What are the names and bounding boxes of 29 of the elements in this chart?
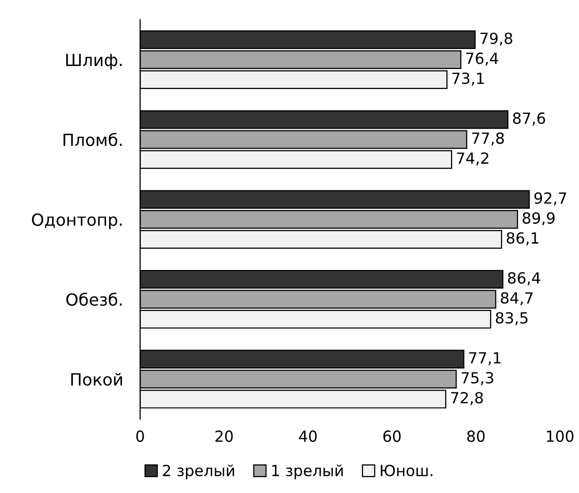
legend-label: 1 зрелый <box>272 464 343 480</box>
data-label: 74,2 <box>457 152 488 166</box>
y-tick-label: Пломб. <box>64 132 122 146</box>
data-label: 87,6 <box>513 112 546 126</box>
y-tick-label: Обезб. <box>66 292 122 306</box>
data-label: 77,8 <box>472 132 504 146</box>
legend-label: 2 зрелый <box>162 464 234 480</box>
data-label: 89,9 <box>522 212 555 226</box>
y-tick-label: Одонтопр. <box>32 213 122 230</box>
legend-label: Юнош. <box>380 464 432 476</box>
data-label: 79,8 <box>480 32 512 46</box>
x-tick-label: 60 <box>383 430 401 442</box>
data-label: 86,1 <box>506 232 538 246</box>
y-tick-label: Покой <box>71 372 122 386</box>
x-tick-label: 20 <box>215 430 233 442</box>
data-label: 76,4 <box>466 52 498 66</box>
x-tick-label: 80 <box>467 430 485 442</box>
data-label: 92,7 <box>534 192 566 206</box>
data-label: 86,4 <box>508 272 540 286</box>
x-tick-label: 100 <box>546 430 574 442</box>
data-label: 73,1 <box>452 72 484 86</box>
data-label: 72,8 <box>451 392 483 406</box>
data-label: 83,5 <box>496 312 528 326</box>
x-tick-label: 40 <box>299 430 317 442</box>
x-tick-label: 0 <box>136 430 144 442</box>
y-tick-label: Шлиф. <box>66 54 122 70</box>
data-label: 84,7 <box>500 292 533 306</box>
data-label: 75,3 <box>462 372 494 386</box>
data-label: 77,1 <box>469 352 501 366</box>
